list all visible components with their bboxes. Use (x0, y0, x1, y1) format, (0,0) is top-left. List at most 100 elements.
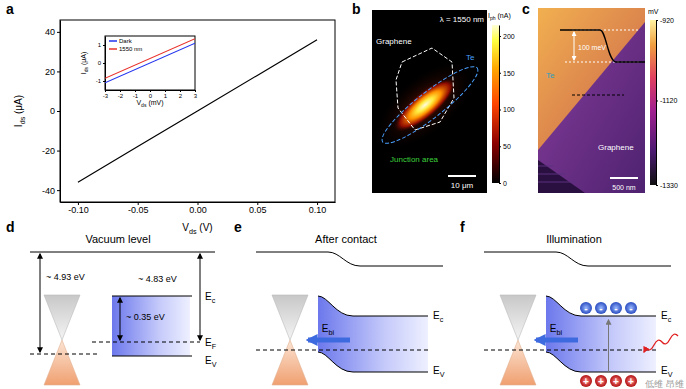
tick: -0.10 (68, 202, 89, 215)
tick: 20 (45, 67, 60, 77)
label-subscript: V (440, 370, 445, 379)
stripe (538, 174, 565, 175)
step-arrow (574, 32, 575, 60)
tick-mark (656, 185, 658, 186)
scan-line (572, 95, 624, 96)
label-part: (μA) (80, 52, 88, 67)
te-band-gap (546, 296, 656, 372)
electron-sign: - (614, 303, 617, 314)
label: EV (205, 355, 217, 369)
tick-label: 3 (194, 93, 198, 99)
dirac-cone-lower (44, 340, 80, 385)
colorbar (650, 20, 656, 185)
panel-c: 100 meVTeGraphene500 nm-920-1120-1330mV (538, 8, 678, 193)
electron-sign: - (599, 303, 602, 314)
panel-d: Vacuum level~ 4.93 eV~ 0.35 eV~ 4.83 eVE… (30, 233, 217, 385)
chart: -0.10 -0.05 0.00 0.05 0.10 -40 -20 0 20 40 Vds (V)… (13, 20, 336, 236)
tick: 0 (499, 180, 507, 187)
tick-mark (195, 90, 196, 92)
vacuum-level (30, 252, 215, 253)
tick-label: 2 (179, 93, 183, 99)
work-function-arrow (40, 254, 41, 352)
panel-title: Illumination (546, 233, 602, 245)
tick-mark (57, 190, 60, 191)
te-outline (375, 58, 486, 152)
tick: -3 (103, 90, 109, 99)
tick-mark (103, 63, 105, 64)
tick-mark (499, 36, 501, 37)
watermark: 低维 昂维 (645, 379, 684, 389)
map-haze (372, 42, 487, 168)
panel-letter: c (522, 1, 530, 17)
tick: -2 (118, 90, 124, 99)
graphene-outline (396, 48, 454, 130)
tick: -40 (42, 186, 60, 196)
tick: 40 (45, 27, 60, 37)
label-subscript: c (212, 296, 216, 305)
tick-mark (499, 146, 501, 147)
tick: 200 (499, 33, 515, 40)
tick: 50 (499, 143, 511, 150)
tick-label: -1120 (660, 97, 677, 104)
scale-bar (448, 175, 476, 177)
photocurrent-map (372, 10, 487, 193)
tick: -1 (133, 90, 139, 99)
tick-mark (57, 111, 60, 112)
tick-label: 100 (503, 106, 515, 113)
label-part: (μA) (13, 95, 24, 117)
panel-letter: d (6, 219, 15, 235)
vacuum-level (256, 252, 443, 266)
panel-letter: b (352, 1, 361, 17)
tick-label: -20 (42, 146, 55, 156)
tick: 0.10 (309, 202, 327, 215)
y-axis-title: Ids (μA) (13, 95, 27, 127)
tick: -20 (42, 146, 60, 156)
label: Ebi (322, 323, 335, 337)
tick-label: 0 (98, 60, 102, 66)
legend-swatch (109, 40, 117, 42)
legend: Dark1550 nm (109, 38, 142, 52)
hole (625, 375, 637, 387)
label: 100 meV (578, 44, 606, 51)
tick-label: -2 (118, 93, 124, 99)
vacuum-level (484, 252, 671, 266)
light (644, 334, 678, 352)
panel-e: After contactEbiEcEV (256, 233, 445, 385)
tick-mark (150, 90, 151, 92)
hole-sign: + (598, 376, 604, 387)
tick-label: -0.10 (68, 205, 89, 215)
series-line (105, 39, 195, 79)
te-band-gap (318, 296, 428, 372)
x-axis: -0.10 -0.05 0.00 0.05 0.10 (61, 202, 336, 215)
tick-label: -920 (660, 17, 674, 24)
tick-label: -1 (96, 78, 102, 84)
label-subscript: bi (557, 328, 563, 337)
dirac-cone-upper (272, 295, 308, 340)
axis-line (106, 90, 196, 91)
scale-bar (610, 177, 638, 179)
map-hotspot (386, 69, 464, 140)
electron-sign: - (584, 303, 587, 314)
graphene-region (538, 8, 645, 193)
hole-sign: + (583, 376, 589, 387)
stripe (538, 182, 576, 183)
tick-mark (499, 183, 501, 184)
valence-band (112, 356, 192, 357)
tick: 0.00 (189, 202, 207, 215)
tick-label: 0.05 (249, 205, 267, 215)
tick-label: 40 (45, 27, 55, 37)
tick-label: 200 (503, 33, 515, 40)
label: Graphene (376, 37, 412, 46)
tick-label: -0.05 (128, 205, 149, 215)
x-axis-title: Vds (V) (182, 222, 212, 236)
conduction-band (546, 296, 656, 316)
electron (580, 302, 592, 314)
label: Ec (661, 310, 672, 324)
valence-band (318, 352, 428, 372)
tick-label: 150 (503, 70, 515, 77)
tick-label: 20 (45, 67, 55, 77)
colorbar (492, 25, 499, 183)
colorbar-title: Iph (nA) (488, 12, 511, 21)
panel-letter: a (6, 1, 14, 17)
x-axis: -3-2-10123 (103, 90, 198, 99)
